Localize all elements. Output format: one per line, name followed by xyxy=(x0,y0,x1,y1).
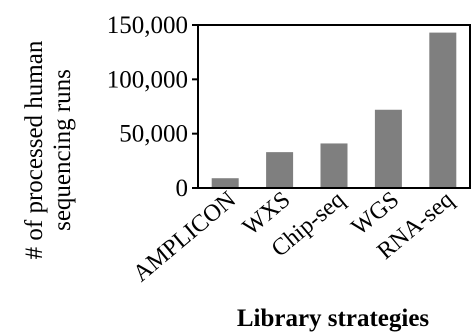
bar-amplicon xyxy=(211,178,239,188)
x-axis-title: Library strategies xyxy=(237,305,430,332)
y-tick-label: 50,000 xyxy=(119,121,188,148)
y-axis-title-line-1: # of processed human xyxy=(21,40,48,259)
bar-rna-seq xyxy=(429,32,457,189)
bars xyxy=(211,32,457,189)
bar-wxs xyxy=(266,152,294,188)
y-axis-ticks: 0 50,000 100,000 150,000 xyxy=(107,12,198,202)
plot-frame xyxy=(197,24,471,189)
bar-wgs xyxy=(374,109,402,188)
y-axis-title-line-2: sequencing runs xyxy=(49,69,76,231)
y-tick-label: 100,000 xyxy=(107,66,188,93)
y-axis-title: # of processed human sequencing runs xyxy=(21,40,76,259)
y-tick-label: 150,000 xyxy=(107,12,188,39)
bar-chip-seq xyxy=(320,143,348,188)
y-tick-label: 0 xyxy=(176,175,189,202)
